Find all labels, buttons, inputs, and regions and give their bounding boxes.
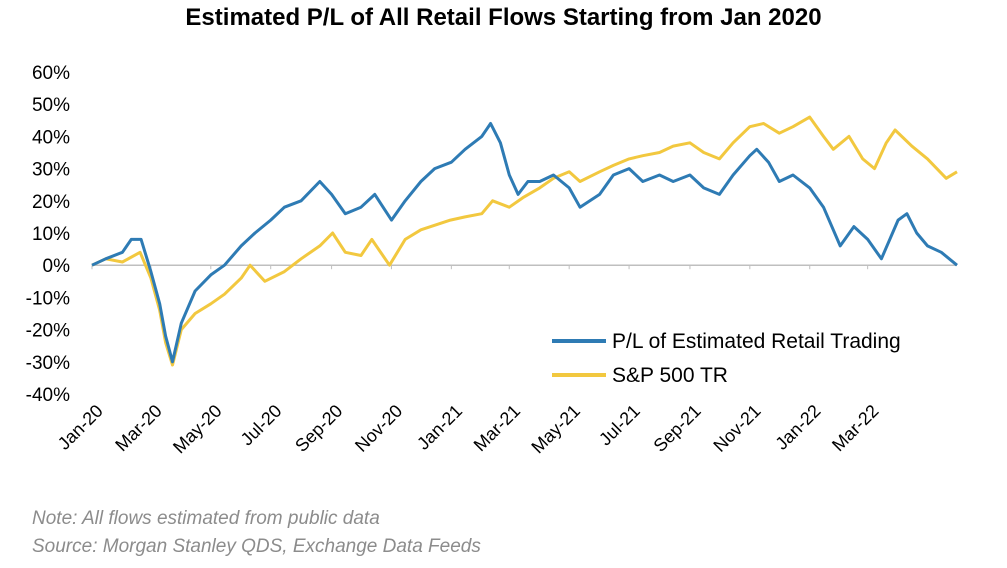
- legend: P/L of Estimated Retail Trading S&P 500 …: [552, 330, 901, 387]
- chart-title: Estimated P/L of All Retail Flows Starti…: [185, 4, 822, 31]
- x-tick-label: Nov-21: [709, 401, 764, 456]
- y-tick-label: 0%: [43, 256, 71, 277]
- x-tick-label: Jul-21: [595, 401, 644, 450]
- x-tick-label: Mar-21: [470, 401, 524, 455]
- x-tick-label: Sep-21: [650, 401, 705, 456]
- series-line-retail: [91, 122, 958, 364]
- x-tick-label: May-20: [169, 401, 226, 458]
- y-axis: 60% 50% 40% 30% 20% 10% 0% -10% -20% -30% -40%: [26, 63, 70, 406]
- x-tick-label: Mar-22: [828, 401, 882, 455]
- y-tick-label: -10%: [26, 288, 70, 309]
- y-tick-label: -40%: [26, 385, 70, 406]
- x-tick-label: May-21: [527, 401, 584, 458]
- y-tick-label: 10%: [32, 224, 70, 245]
- y-tick-label: -20%: [26, 321, 70, 342]
- source-text: Source: Morgan Stanley QDS, Exchange Dat…: [32, 536, 481, 557]
- x-axis: Jan-20 Mar-20 May-20 Jul-20 Sep-20 Nov-20 Jan-…: [54, 265, 882, 458]
- y-tick-label: 50%: [32, 95, 70, 116]
- legend-label-sp500: S&P 500 TR: [612, 364, 728, 387]
- series-lines: [91, 115, 958, 367]
- y-tick-label: 20%: [32, 192, 70, 213]
- x-tick-label: Sep-20: [291, 401, 346, 456]
- y-tick-label: -30%: [26, 353, 70, 374]
- x-tick-label: Mar-20: [111, 401, 165, 455]
- x-tick-label: Jul-20: [237, 401, 286, 450]
- x-tick-label: Jan-21: [413, 401, 466, 454]
- y-tick-label: 40%: [32, 127, 70, 148]
- note-text: Note: All flows estimated from public da…: [32, 508, 380, 529]
- series-line-sp500: [91, 115, 958, 367]
- x-tick-label: Nov-20: [351, 401, 406, 456]
- x-tick-label: Jan-20: [54, 401, 107, 454]
- y-tick-label: 30%: [32, 160, 70, 181]
- legend-label-retail: P/L of Estimated Retail Trading: [612, 330, 901, 353]
- y-tick-label: 60%: [32, 63, 70, 84]
- x-tick-label: Jan-22: [771, 401, 824, 454]
